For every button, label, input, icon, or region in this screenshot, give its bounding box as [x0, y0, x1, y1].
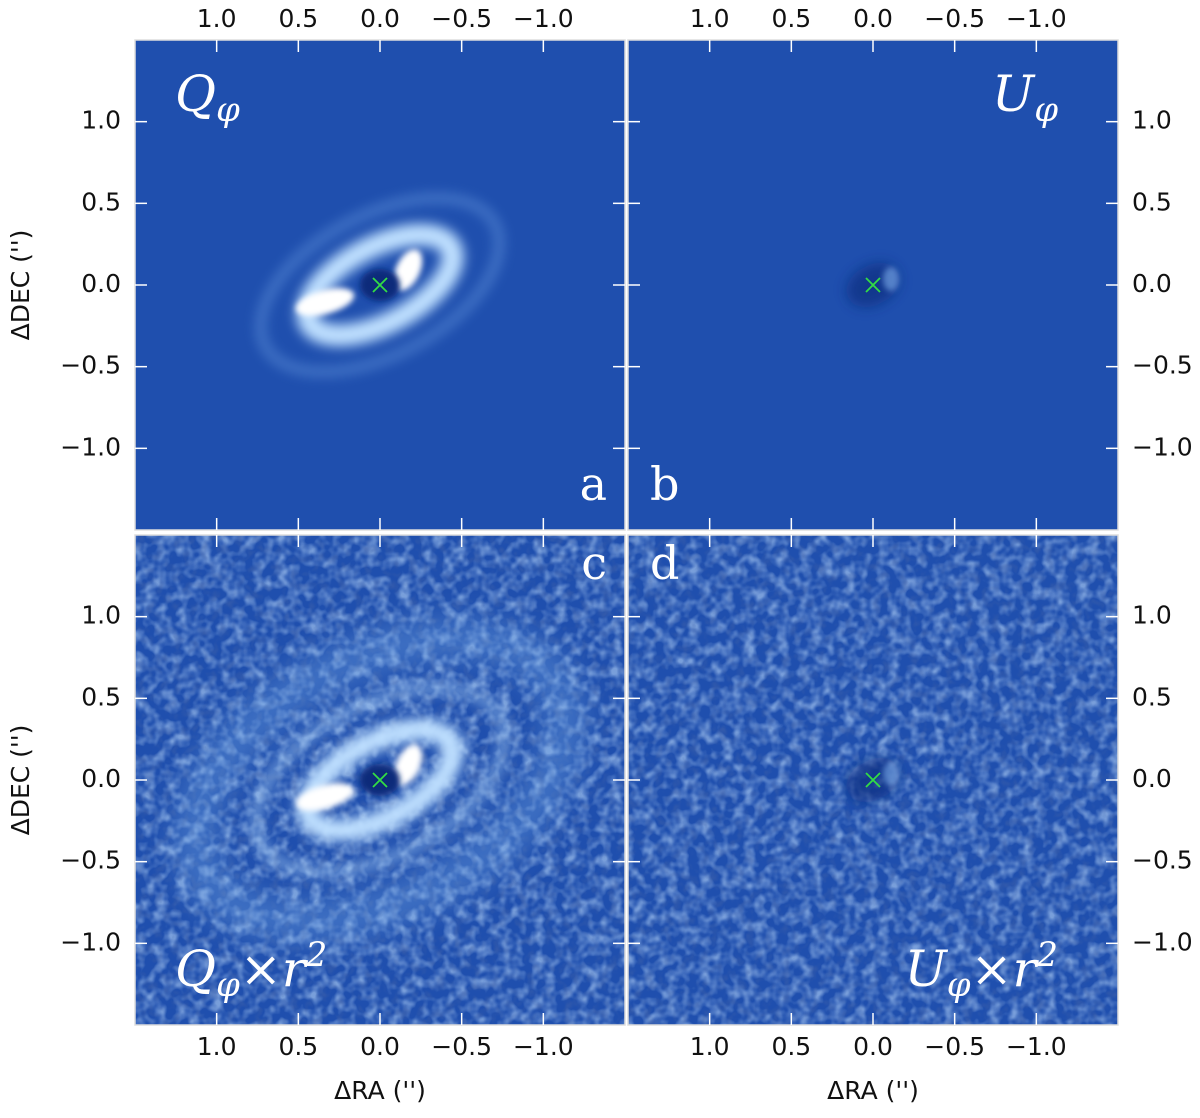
y-tick-label: −0.5: [60, 351, 121, 380]
y-tick-label: −1.0: [60, 432, 121, 461]
image: [135, 40, 625, 530]
suffix: ×r: [971, 940, 1040, 998]
quantity-label: Qφ×r2: [175, 935, 327, 1005]
symbol: Q: [175, 940, 216, 998]
y-tick-label: −0.5: [60, 846, 121, 875]
glow: [296, 223, 464, 347]
suffix: ×r: [240, 940, 309, 998]
ring-left: [295, 783, 355, 811]
x-axis-label: ΔRA (''): [334, 1076, 426, 1105]
y-tick-label: −1.0: [1132, 927, 1193, 956]
y-tick-label: −1.0: [60, 927, 121, 956]
subscript: φ: [216, 90, 240, 130]
halo: [174, 618, 586, 942]
panel-label: a: [580, 457, 607, 511]
x-tick-label: 0.5: [278, 4, 318, 33]
y-axis-label: ΔDEC (''): [6, 725, 35, 836]
panel-label: d: [650, 536, 679, 590]
ring-right: [393, 249, 423, 291]
y-tick-label: 0.5: [1132, 187, 1172, 216]
ring-right: [393, 744, 423, 786]
residual-bright: [883, 267, 899, 291]
x-tick-label: −1.0: [513, 1032, 574, 1061]
y-tick-label: −0.5: [1132, 846, 1193, 875]
y-tick-label: 1.0: [1132, 106, 1172, 135]
x-axis-label: ΔRA (''): [827, 1076, 919, 1105]
subscript: φ: [1034, 90, 1058, 130]
axes: 1.0 0.5 0.0 −0.5 −1.0 −1.0 −0.5 0.0 0.5 1.0 ΔDEC (…: [6, 4, 1193, 1105]
x-tick-label: −0.5: [924, 4, 985, 33]
quantity-label: Qφ: [175, 65, 240, 130]
residual-bright: [883, 762, 899, 786]
y-tick-label: 0.0: [81, 269, 121, 298]
outer-ring: [250, 683, 510, 877]
panel-label: b: [650, 457, 679, 511]
ring-left: [295, 288, 355, 316]
x-tick-label: 1.0: [197, 4, 237, 33]
superscript: 2: [305, 935, 328, 975]
y-tick-label: −1.0: [1132, 432, 1193, 461]
x-tick-label: −1.0: [513, 4, 574, 33]
y-tick-label: −0.5: [1132, 351, 1193, 380]
x-tick-label: 0.5: [771, 4, 811, 33]
star-marker: [372, 772, 388, 788]
y-tick-label: 0.0: [81, 764, 121, 793]
x-tick-label: −1.0: [1006, 4, 1067, 33]
x-tick-label: −0.5: [431, 4, 492, 33]
quantity-label: Uφ: [992, 65, 1058, 130]
glow: [296, 718, 464, 842]
panels: [135, 40, 1118, 1025]
y-tick-label: 0.0: [1132, 764, 1172, 793]
x-tick-label: 0.5: [278, 1032, 318, 1061]
star-marker: [865, 277, 881, 293]
star-marker: [372, 277, 388, 293]
y-tick-label: 0.5: [1132, 682, 1172, 711]
outer-ring: [255, 193, 505, 377]
x-tick-label: 1.0: [690, 4, 730, 33]
x-tick-label: 0.0: [853, 1032, 893, 1061]
x-tick-label: 0.0: [360, 4, 400, 33]
y-tick-label: 1.0: [81, 601, 121, 630]
x-tick-label: 0.0: [853, 4, 893, 33]
x-tick-label: −0.5: [924, 1032, 985, 1061]
x-tick-label: 0.5: [771, 1032, 811, 1061]
x-tick-label: 0.0: [360, 1032, 400, 1061]
star-marker: [865, 772, 881, 788]
x-tick-label: 1.0: [197, 1032, 237, 1061]
y-tick-label: 1.0: [81, 106, 121, 135]
x-tick-label: −1.0: [1006, 1032, 1067, 1061]
panel-label: c: [581, 536, 607, 590]
x-tick-label: −0.5: [431, 1032, 492, 1061]
y-tick-label: 0.5: [81, 187, 121, 216]
x-tick-label: 1.0: [690, 1032, 730, 1061]
subscript: φ: [947, 965, 971, 1005]
symbol: U: [905, 940, 949, 998]
subscript: φ: [216, 965, 240, 1005]
y-tick-label: 0.0: [1132, 269, 1172, 298]
y-tick-label: 0.5: [81, 682, 121, 711]
y-tick-label: 1.0: [1132, 601, 1172, 630]
symbol: Q: [175, 65, 216, 123]
quantity-label: Uφ×r2: [905, 935, 1058, 1005]
y-axis-label: ΔDEC (''): [6, 230, 35, 341]
superscript: 2: [1035, 935, 1058, 975]
symbol: U: [992, 65, 1036, 123]
